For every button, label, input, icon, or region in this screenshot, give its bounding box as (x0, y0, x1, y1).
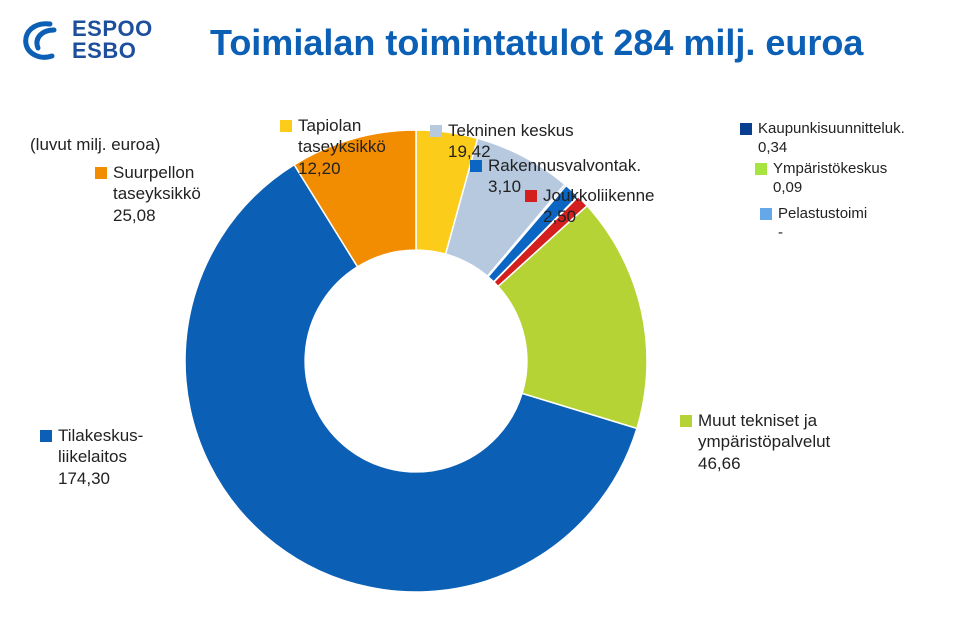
espoo-logo: ESPOO ESBO (20, 18, 153, 62)
swatch-tekninen (430, 125, 442, 137)
label-suurpellon: Suurpellon taseyksikkö 25,08 (95, 162, 201, 226)
swatch-ymparisto (755, 163, 767, 175)
label-joukko: Joukkoliikenne 2,50 (525, 185, 655, 228)
label-muut-l1: Muut tekniset ja (698, 410, 817, 431)
label-muut-val: 46,66 (698, 453, 830, 474)
logo-line1: ESPOO (72, 18, 153, 40)
label-pelastus-l1: Pelastustoimi (778, 205, 867, 224)
swatch-rakennus (470, 160, 482, 172)
logo-text: ESPOO ESBO (72, 18, 153, 62)
label-muut-l2: ympäristöpalvelut (698, 431, 830, 452)
swatch-pelastus (760, 208, 772, 220)
label-tilakeskus-l2: liikelaitos (58, 446, 143, 467)
label-tilakeskus: Tilakeskus- liikelaitos 174,30 (40, 425, 143, 489)
label-ymparisto-l1: Ympäristökeskus (773, 160, 887, 179)
label-tilakeskus-val: 174,30 (58, 468, 143, 489)
label-tapiolan-l2: taseyksikkö (298, 136, 386, 157)
label-suurpellon-val: 25,08 (113, 205, 201, 226)
label-suurpellon-l1: Suurpellon (113, 162, 194, 183)
label-pelastus-val: - (778, 224, 867, 243)
label-kaupunki-val: 0,34 (758, 139, 905, 158)
label-tapiolan-val: 12,20 (298, 158, 386, 179)
swatch-muut (680, 415, 692, 427)
label-tapiolan: Tapiolan taseyksikkö 12,20 (280, 115, 386, 179)
subtitle: (luvut milj. euroa) (30, 135, 160, 155)
label-rakennus-l1: Rakennusvalvontak. (488, 155, 641, 176)
swatch-tapiolan (280, 120, 292, 132)
label-kaupunki: Kaupunkisuunnitteluk. 0,34 (740, 120, 905, 158)
label-suurpellon-l2: taseyksikkö (113, 183, 201, 204)
label-joukko-l1: Joukkoliikenne (543, 185, 655, 206)
logo-line2: ESBO (72, 40, 153, 62)
swatch-tilakeskus (40, 430, 52, 442)
label-tapiolan-l1: Tapiolan (298, 115, 361, 136)
swatch-joukko (525, 190, 537, 202)
swatch-suurpellon (95, 167, 107, 179)
label-pelastus: Pelastustoimi - (760, 205, 867, 243)
logo-swirl-icon (20, 20, 64, 60)
label-ymparisto-val: 0,09 (773, 179, 887, 198)
label-tekninen-l1: Tekninen keskus (448, 120, 574, 141)
label-joukko-val: 2,50 (543, 206, 655, 227)
swatch-kaupunki (740, 123, 752, 135)
label-kaupunki-l1: Kaupunkisuunnitteluk. (758, 120, 905, 139)
page-title: Toimialan toimintatulot 284 milj. euroa (210, 22, 863, 64)
label-tilakeskus-l1: Tilakeskus- (58, 425, 143, 446)
label-muut: Muut tekniset ja ympäristöpalvelut 46,66 (680, 410, 830, 474)
label-ymparisto: Ympäristökeskus 0,09 (755, 160, 887, 198)
